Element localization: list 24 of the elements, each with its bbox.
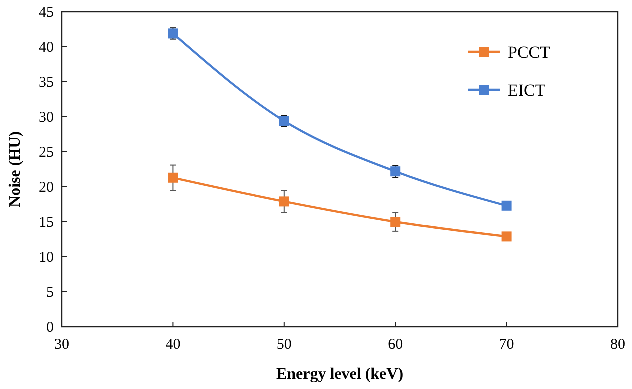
y-tick-label: 30	[39, 110, 54, 126]
point	[390, 217, 401, 227]
x-tick-label: 80	[610, 337, 626, 353]
y-tick-label: 0	[46, 320, 54, 336]
point	[279, 196, 290, 207]
point	[502, 200, 512, 211]
legend-label: EICT	[508, 81, 546, 100]
x-tick-label: 50	[276, 337, 292, 353]
y-tick-label: 15	[39, 215, 54, 231]
y-axis-title: Noise (HU)	[7, 132, 24, 208]
y-tick-label: 10	[39, 250, 54, 266]
point	[502, 232, 512, 242]
y-tick-label: 35	[39, 75, 54, 91]
x-tick-label: 40	[166, 337, 181, 353]
y-tick-label: 25	[39, 145, 54, 161]
x-tick-label: 70	[499, 337, 514, 353]
y-tick-label: 5	[46, 285, 54, 301]
point	[168, 172, 178, 183]
y-tick-label: 40	[39, 40, 54, 56]
y-tick-label: 20	[39, 180, 54, 196]
x-tick-label: 60	[388, 337, 404, 353]
legend-label: PCCT	[508, 43, 552, 62]
x-axis-title: Energy level (keV)	[276, 366, 404, 383]
y-tick-label: 45	[39, 5, 54, 21]
